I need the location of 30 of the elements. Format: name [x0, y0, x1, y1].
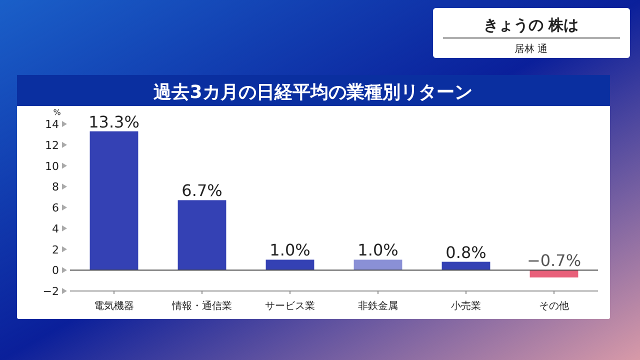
y-tick-label: 8: [52, 180, 59, 194]
y-tick-label: 12: [45, 138, 59, 152]
y-tick-label: 2: [52, 243, 59, 256]
data-label: 1.0%: [270, 240, 310, 260]
data-label: 1.0%: [358, 240, 398, 260]
y-tick-label: 0: [52, 264, 59, 278]
text: 居林 通: [514, 43, 548, 55]
x-tick-label: 非鉄金属: [358, 300, 398, 312]
y-tick-label: 4: [52, 222, 59, 236]
data-label: 6.7%: [182, 181, 222, 200]
chart-title: 過去3カ月の日経平均の業種別リターン: [152, 82, 472, 103]
data-label: −0.7%: [526, 251, 582, 270]
bar: [530, 270, 578, 278]
y-tick-label: −2: [42, 285, 59, 298]
y-tick-label: 10: [45, 160, 59, 173]
text: きょうの 株は: [483, 16, 579, 34]
x-tick-label: 小売業: [451, 300, 481, 312]
bar: [90, 131, 138, 270]
x-tick-label: サービス業: [265, 300, 315, 312]
x-tick-label: 電気機器: [94, 300, 134, 312]
x-tick-label: その他: [539, 300, 569, 312]
x-tick-label: 情報・通信業: [171, 300, 232, 312]
y-tick-label: 6: [52, 202, 59, 214]
bar: [178, 200, 226, 270]
y-tick-label: 14: [45, 118, 59, 131]
data-label: 0.8%: [446, 242, 486, 262]
data-label: 13.3%: [88, 112, 140, 132]
bar: [354, 260, 402, 270]
y-axis-title: %: [53, 108, 62, 117]
bar: [266, 260, 314, 270]
